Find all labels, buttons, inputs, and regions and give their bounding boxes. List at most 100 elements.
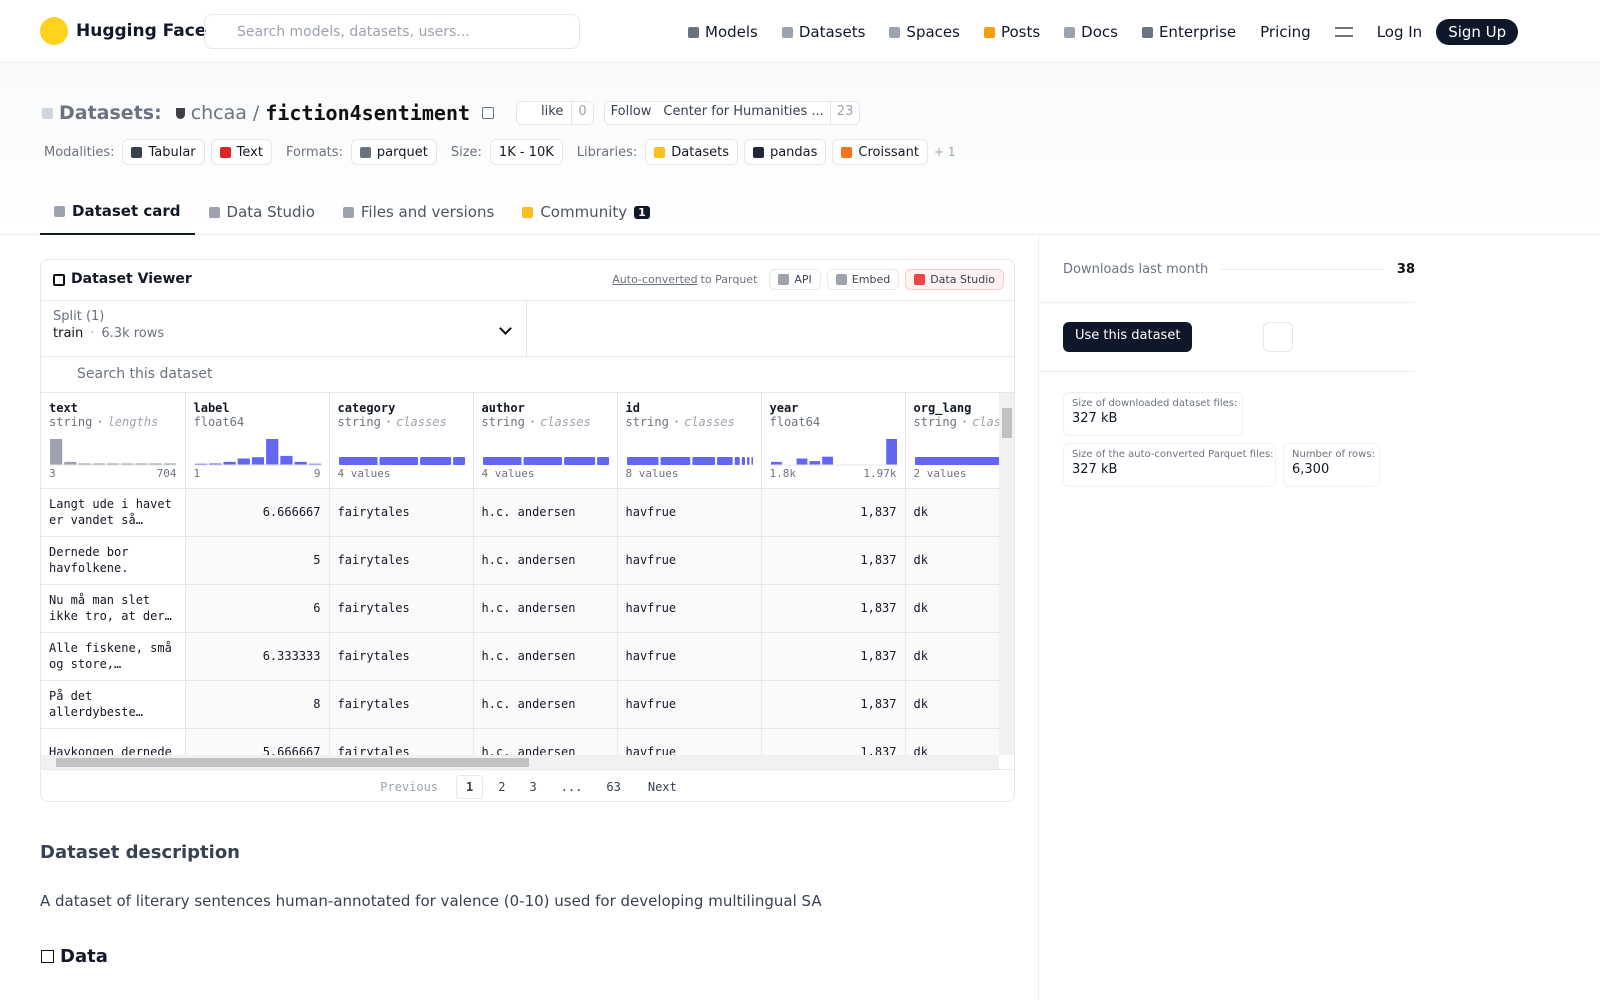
tag[interactable]: Text bbox=[210, 139, 272, 165]
table-cell[interactable]: h.c. andersen bbox=[473, 680, 618, 729]
table-cell[interactable]: dk bbox=[905, 488, 999, 537]
search-box[interactable]: Search models, datasets, users... bbox=[204, 14, 580, 49]
table-cell[interactable]: fairytales bbox=[329, 632, 474, 681]
nav-link[interactable]: Posts bbox=[983, 17, 1040, 47]
page-link[interactable]: ... bbox=[560, 779, 583, 794]
follow-button[interactable]: Follow Center for Humanities ... 23 bbox=[603, 101, 861, 125]
tag[interactable]: parquet bbox=[350, 139, 437, 165]
viewer-button[interactable]: Data Studio bbox=[905, 269, 1004, 290]
table-cell[interactable]: fairytales bbox=[329, 728, 474, 755]
tag[interactable]: Datasets bbox=[645, 139, 738, 165]
page-link[interactable]: 3 bbox=[529, 779, 537, 794]
owner[interactable]: chcaa bbox=[190, 102, 247, 124]
table-cell[interactable]: Nu må man slet ikke tro, at der… bbox=[41, 584, 186, 633]
table-row: Langt ude i havet er vandet så blåt… 6.66… bbox=[41, 488, 999, 537]
table-cell[interactable]: fairytales bbox=[329, 584, 474, 633]
table-cell[interactable]: Alle fiskene, små og store, smutter… bbox=[41, 632, 186, 681]
table-cell[interactable]: 5.666667 bbox=[185, 728, 330, 755]
nav-link[interactable]: Enterprise bbox=[1141, 17, 1236, 47]
logo[interactable]: Hugging Face bbox=[40, 17, 206, 45]
table-cell[interactable]: h.c. andersen bbox=[473, 584, 618, 633]
table-cell[interactable]: havfrue bbox=[617, 584, 762, 633]
table-cell[interactable]: 1,837 bbox=[761, 584, 906, 633]
table-cell[interactable]: Havkongen dernede bbox=[41, 728, 186, 755]
table-cell[interactable]: 6.333333 bbox=[185, 632, 330, 681]
table-cell[interactable]: 1,837 bbox=[761, 680, 906, 729]
class-bar bbox=[660, 457, 690, 465]
table-cell[interactable]: dk bbox=[905, 680, 999, 729]
cell-text: 8 bbox=[313, 697, 321, 711]
split-select[interactable]: Split (1) train · 6.3k rows bbox=[41, 300, 527, 356]
table-cell[interactable]: havfrue bbox=[617, 488, 762, 537]
viewer-button[interactable]: Embed bbox=[826, 269, 900, 290]
use-dataset-button[interactable]: Use this dataset bbox=[1063, 322, 1193, 352]
tab[interactable]: Community 1 bbox=[508, 189, 663, 235]
table-cell[interactable]: havfrue bbox=[617, 728, 762, 755]
page-link[interactable]: 1 bbox=[456, 774, 484, 799]
like-button[interactable]: like 0 bbox=[516, 101, 594, 125]
tag[interactable]: Croissant bbox=[832, 139, 928, 165]
table-cell[interactable]: 6.666667 bbox=[185, 488, 330, 537]
table-cell[interactable]: h.c. andersen bbox=[473, 488, 618, 537]
table-cell[interactable]: På det allerdybeste sted… bbox=[41, 680, 186, 729]
login[interactable]: Log In bbox=[1376, 23, 1423, 41]
tag[interactable]: Tabular bbox=[122, 139, 205, 165]
table-cell[interactable]: havfrue bbox=[617, 536, 762, 585]
table-cell[interactable]: fairytales bbox=[329, 680, 474, 729]
downloads: Downloads last month 38 bbox=[1063, 262, 1415, 277]
table-cell[interactable]: 1,837 bbox=[761, 728, 906, 755]
column-header[interactable]: category string · classes 4 values bbox=[329, 393, 474, 489]
column-header[interactable]: year float64 1.8k 1.97k bbox=[761, 393, 906, 489]
table-cell[interactable]: 1,837 bbox=[761, 488, 906, 537]
auto-link[interactable]: Auto-converted bbox=[612, 273, 698, 286]
tab[interactable]: Data Studio bbox=[195, 189, 329, 235]
nav-link[interactable]: Docs bbox=[1064, 17, 1118, 47]
table-cell[interactable]: Dernede bor havfolkene. bbox=[41, 536, 186, 585]
table-cell[interactable]: h.c. andersen bbox=[473, 632, 618, 681]
next-page[interactable]: Next bbox=[647, 779, 677, 794]
tag[interactable]: 1K - 10K bbox=[489, 139, 563, 165]
table-cell[interactable]: 5 bbox=[185, 536, 330, 585]
viewer-button[interactable]: API bbox=[769, 269, 821, 290]
column-header[interactable]: author string · classes 4 values bbox=[473, 393, 618, 489]
table-cell[interactable]: 1,837 bbox=[761, 632, 906, 681]
column-header[interactable]: label float64 1 9 bbox=[185, 393, 330, 489]
table-cell[interactable]: dk bbox=[905, 728, 999, 755]
table-cell[interactable]: havfrue bbox=[617, 680, 762, 729]
nav-link[interactable]: Pricing bbox=[1260, 17, 1311, 47]
table-cell[interactable]: Langt ude i havet er vandet så blåt… bbox=[41, 488, 186, 537]
column-header[interactable]: text string · lengths 3 704 bbox=[41, 393, 186, 489]
page-link[interactable]: 63 bbox=[606, 779, 621, 794]
nav-link[interactable]: Spaces bbox=[889, 17, 960, 47]
table-cell[interactable]: 8 bbox=[185, 680, 330, 729]
viewer-search[interactable]: Search this dataset bbox=[41, 356, 1014, 393]
table-cell[interactable]: fairytales bbox=[329, 536, 474, 585]
table-cell[interactable]: dk bbox=[905, 632, 999, 681]
column-header[interactable]: id string · classes 8 values bbox=[617, 393, 762, 489]
nav-link[interactable]: Models bbox=[688, 17, 758, 47]
tags-more[interactable]: + 1 bbox=[933, 145, 956, 159]
table-cell[interactable]: dk bbox=[905, 584, 999, 633]
tab[interactable]: Dataset card bbox=[40, 189, 195, 235]
page-link[interactable]: 2 bbox=[498, 779, 506, 794]
nav-link[interactable]: Datasets bbox=[781, 17, 865, 47]
tag[interactable]: pandas bbox=[743, 139, 827, 165]
table-cell[interactable]: fairytales bbox=[329, 488, 474, 537]
signup[interactable]: Sign Up bbox=[1436, 19, 1519, 45]
icon bbox=[841, 146, 853, 158]
menu-icon[interactable] bbox=[1334, 27, 1353, 37]
table-cell[interactable]: 6 bbox=[185, 584, 330, 633]
table-cell[interactable]: havfrue bbox=[617, 632, 762, 681]
column-kind: classes bbox=[972, 415, 999, 429]
class-bar bbox=[563, 457, 595, 465]
table-cell[interactable]: h.c. andersen bbox=[473, 728, 618, 755]
table-cell[interactable]: h.c. andersen bbox=[473, 536, 618, 585]
more-button[interactable] bbox=[1263, 322, 1293, 352]
prev-page[interactable]: Previous bbox=[380, 779, 439, 794]
table-cell[interactable]: dk bbox=[905, 536, 999, 585]
tab[interactable]: Files and versions bbox=[329, 189, 508, 235]
nav-link-text: Models bbox=[705, 23, 758, 41]
copy-icon[interactable] bbox=[482, 107, 495, 119]
table-cell[interactable]: 1,837 bbox=[761, 536, 906, 585]
